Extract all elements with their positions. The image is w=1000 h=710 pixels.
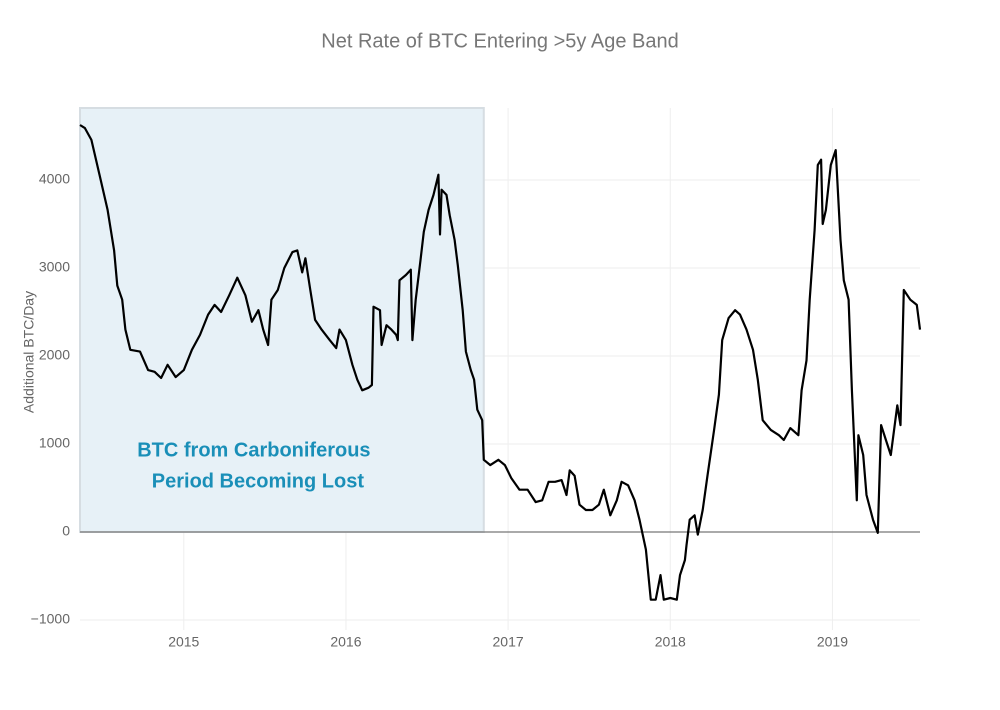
y-tick-label: 3000 <box>39 259 70 275</box>
y-tick-label: 0 <box>62 523 70 539</box>
chart-title: Net Rate of BTC Entering >5y Age Band <box>321 30 678 52</box>
x-tick-label: 2015 <box>168 634 199 650</box>
annotation: Period Becoming Lost <box>152 470 365 492</box>
x-tick-label: 2018 <box>655 634 686 650</box>
x-tick-label: 2019 <box>817 634 848 650</box>
data-line <box>79 124 922 601</box>
x-tick-label: 2017 <box>493 634 524 650</box>
highlight-region <box>79 107 485 533</box>
y-tick-label: −1000 <box>31 611 71 627</box>
y-axis-label: Additional BTC/Day <box>21 291 37 413</box>
y-tick-label: 2000 <box>39 347 70 363</box>
y-tick-label: 1000 <box>39 435 70 451</box>
annotation: BTC from Carboniferous <box>137 439 370 461</box>
x-tick-label: 2016 <box>330 634 361 650</box>
y-tick-label: 4000 <box>39 171 70 187</box>
